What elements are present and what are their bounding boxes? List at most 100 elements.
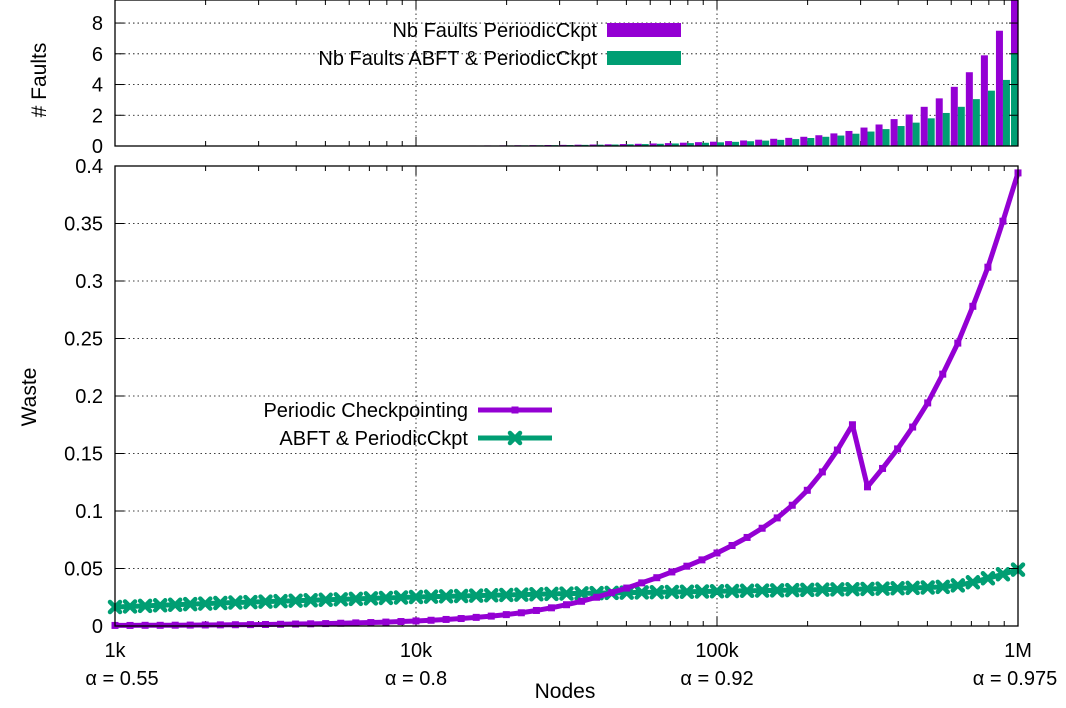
waste-point-periodic [427, 616, 435, 624]
waste-point-abft [152, 598, 168, 613]
fault-bar-periodic [815, 135, 823, 146]
waste-point-periodic [909, 423, 917, 431]
waste-point-abft [694, 584, 710, 599]
waste-point-periodic [833, 446, 841, 454]
waste-y-tick-label: 0.15 [64, 444, 103, 466]
waste-point-abft [438, 589, 454, 604]
waste-lines [107, 169, 1026, 629]
fault-bar-periodic [604, 144, 612, 146]
fault-bar-abft [641, 144, 649, 146]
fault-bar-abft [957, 106, 965, 146]
waste-point-periodic [984, 263, 992, 271]
fault-bar-abft [867, 131, 875, 146]
fault-bar-abft [972, 99, 980, 146]
fault-bar-abft [822, 136, 830, 146]
x-tick-label: 1M [1004, 640, 1032, 662]
fault-bar-abft [762, 140, 770, 146]
fault-bar-periodic [830, 133, 838, 146]
waste-point-periodic [442, 615, 450, 623]
waste-point-periodic [337, 619, 345, 627]
fault-bar-periodic [875, 124, 883, 146]
waste-point-abft [182, 596, 198, 612]
fault-bar-abft [671, 143, 679, 146]
waste-point-abft [529, 587, 544, 602]
waste-legend-label: ABFT & PeriodicCkpt [279, 428, 468, 450]
fault-bar-periodic [770, 138, 778, 146]
fault-bar-periodic [634, 143, 642, 146]
fault-bar-abft [852, 133, 860, 146]
waste-point-periodic [517, 609, 525, 617]
fault-bar-periodic [679, 142, 687, 146]
waste-point-periodic [758, 524, 766, 532]
fault-bar-abft [912, 122, 920, 146]
waste-point-periodic [743, 533, 751, 541]
fault-bar-abft [837, 135, 845, 146]
waste-point-periodic [261, 621, 269, 629]
waste-point-abft [378, 590, 394, 606]
fault-bar-abft [747, 141, 755, 146]
waste-point-abft [393, 590, 409, 605]
waste-legend-label: Periodic Checkpointing [263, 400, 468, 422]
waste-point-abft [408, 589, 424, 605]
waste-point-abft [318, 592, 333, 608]
x-tick-label: 10k [400, 640, 433, 662]
waste-point-periodic [382, 618, 390, 626]
waste-panel: 0 0.05 0.1 0.15 0.2 0.25 0.3 0.35 0.4 1k α = 0.55… [18, 156, 1057, 703]
faults-legend: Nb Faults PeriodicCkpt Nb Faults ABFT & P… [318, 20, 681, 70]
waste-y-axis-label: Waste [18, 368, 41, 427]
waste-point-periodic [246, 621, 254, 629]
waste-legend: Periodic Checkpointing ABFT & PeriodicCkp… [263, 400, 552, 450]
fault-bar-periodic [845, 130, 853, 146]
waste-point-abft [198, 596, 213, 611]
fault-bar-abft [1002, 79, 1010, 146]
waste-point-abft [860, 581, 875, 597]
fault-bar-periodic [965, 72, 973, 146]
waste-point-periodic [412, 617, 420, 625]
fault-bar-periodic [589, 144, 597, 146]
waste-point-abft [995, 567, 1011, 582]
waste-point-periodic [487, 612, 495, 620]
waste-point-periodic [277, 620, 285, 628]
waste-point-periodic [367, 619, 375, 627]
fault-bar-abft [656, 143, 664, 146]
waste-point-abft [905, 580, 920, 596]
waste-x-ticks: 1k α = 0.55 10k α = 0.8 100k α = 0.92 1M α = 0.… [85, 640, 1057, 690]
waste-point-abft [544, 586, 559, 602]
waste-point-abft [167, 597, 183, 612]
waste-point-abft [499, 587, 514, 603]
waste-point-abft [303, 592, 318, 608]
waste-point-periodic [457, 615, 465, 623]
fault-bar-abft [686, 143, 694, 146]
fault-bar-periodic [649, 143, 657, 146]
fault-bar-abft [626, 144, 634, 146]
fault-bar-abft [882, 129, 890, 146]
faults-y-tick-label: 2 [92, 105, 103, 127]
waste-point-abft [965, 575, 981, 590]
fault-bar-abft [777, 139, 785, 146]
faults-bars [115, 0, 1018, 147]
faults-y-tick-label: 6 [92, 44, 103, 66]
waste-point-abft [348, 591, 364, 607]
x-tick-label: 100k [695, 640, 739, 662]
waste-y-tick-label: 0.05 [64, 559, 103, 581]
fault-bar-periodic [905, 114, 913, 146]
x-tick-alpha-label: α = 0.92 [680, 668, 753, 690]
waste-point-abft [484, 588, 499, 603]
waste-y-tick-label: 0.25 [64, 329, 103, 351]
waste-point-abft [514, 587, 529, 602]
waste-y-tick-label: 0 [92, 616, 103, 638]
waste-grid [114, 166, 1018, 626]
waste-point-periodic [593, 593, 601, 601]
waste-point-periodic [999, 217, 1007, 225]
waste-point-periodic [668, 568, 676, 576]
waste-series-line [115, 172, 1021, 628]
x-tick-alpha-label: α = 0.975 [973, 668, 1057, 690]
waste-point-abft [769, 583, 785, 598]
waste-point-abft [243, 594, 258, 610]
waste-point-abft [468, 588, 484, 603]
fault-bar-abft [942, 112, 950, 146]
waste-point-abft [875, 581, 890, 596]
waste-point-periodic [728, 542, 736, 549]
waste-point-periodic [578, 597, 586, 605]
waste-point-abft [453, 588, 469, 604]
